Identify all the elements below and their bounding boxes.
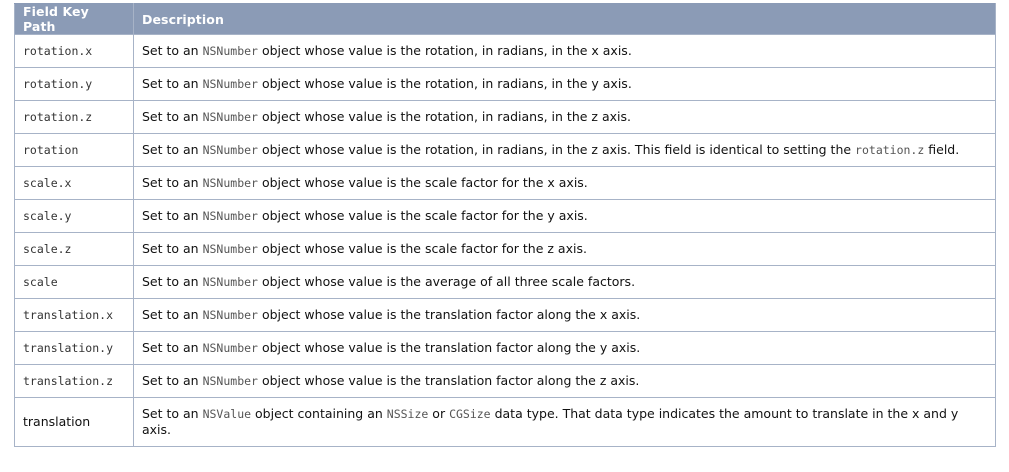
code-type-name: NSNumber bbox=[202, 275, 258, 289]
description-cell: Set to an NSNumber object whose value is… bbox=[133, 166, 996, 200]
description-text: Set to an bbox=[142, 373, 203, 388]
description-cell: Set to an NSNumber object whose value is… bbox=[133, 298, 996, 332]
description-text: field. bbox=[924, 142, 960, 157]
description-text: object whose value is the scale factor f… bbox=[257, 208, 588, 223]
description-text: object whose value is the rotation, in r… bbox=[257, 142, 856, 157]
table-row: rotation.y Set to an NSNumber object who… bbox=[14, 67, 996, 101]
description-cell: Set to an NSNumber object whose value is… bbox=[133, 34, 996, 68]
field-key-path-table-container: Field Key Path Description rotation.x Se… bbox=[14, 3, 996, 447]
code-type-name: NSNumber bbox=[202, 143, 258, 157]
code-key-path: rotation.z bbox=[855, 143, 925, 157]
code-type-name: NSNumber bbox=[202, 44, 258, 58]
code-type-name: NSValue bbox=[202, 407, 252, 421]
table-header: Field Key Path Description bbox=[14, 3, 996, 35]
table-row: translation Set to an NSValue object con… bbox=[14, 397, 996, 447]
table-row: translation.z Set to an NSNumber object … bbox=[14, 364, 996, 398]
table-body: rotation.x Set to an NSNumber object who… bbox=[14, 34, 996, 447]
code-type-name: NSNumber bbox=[202, 374, 258, 388]
code-type-name: NSNumber bbox=[202, 77, 258, 91]
column-header-field-key-path: Field Key Path bbox=[14, 3, 134, 35]
code-type-name: NSNumber bbox=[202, 308, 258, 322]
description-text: object whose value is the rotation, in r… bbox=[257, 76, 632, 91]
description-cell: Set to an NSNumber object whose value is… bbox=[133, 67, 996, 101]
description-cell: Set to an NSNumber object whose value is… bbox=[133, 133, 996, 167]
field-key-path-table: Field Key Path Description rotation.x Se… bbox=[14, 3, 996, 447]
description-text: Set to an bbox=[142, 43, 203, 58]
field-key-path-cell: translation.x bbox=[14, 298, 134, 332]
code-type-name: NSNumber bbox=[202, 176, 258, 190]
description-text: Set to an bbox=[142, 175, 203, 190]
field-key-path-cell: scale.x bbox=[14, 166, 134, 200]
description-cell: Set to an NSNumber object whose value is… bbox=[133, 364, 996, 398]
description-text: Set to an bbox=[142, 142, 203, 157]
description-text: Set to an bbox=[142, 208, 203, 223]
field-key-path-cell: scale.z bbox=[14, 232, 134, 266]
table-row: translation.y Set to an NSNumber object … bbox=[14, 331, 996, 365]
description-text: or bbox=[428, 406, 450, 421]
code-type-name: NSNumber bbox=[202, 242, 258, 256]
table-row: scale.x Set to an NSNumber object whose … bbox=[14, 166, 996, 200]
description-text: object whose value is the scale factor f… bbox=[257, 241, 587, 256]
description-text: object whose value is the translation fa… bbox=[257, 373, 640, 388]
table-row: scale.y Set to an NSNumber object whose … bbox=[14, 199, 996, 233]
description-text: object whose value is the rotation, in r… bbox=[257, 109, 631, 124]
description-text: Set to an bbox=[142, 76, 203, 91]
field-key-path-cell: rotation.x bbox=[14, 34, 134, 68]
field-key-path-cell: rotation.z bbox=[14, 100, 134, 134]
description-text: Set to an bbox=[142, 109, 203, 124]
description-cell: Set to an NSNumber object whose value is… bbox=[133, 232, 996, 266]
description-text: Set to an bbox=[142, 340, 203, 355]
code-type-name: NSNumber bbox=[202, 110, 258, 124]
description-text: Set to an bbox=[142, 307, 203, 322]
description-cell: Set to an NSValue object containing an N… bbox=[133, 397, 996, 447]
description-cell: Set to an NSNumber object whose value is… bbox=[133, 100, 996, 134]
description-text: data type. That data type indicates the … bbox=[142, 406, 959, 437]
column-header-description: Description bbox=[133, 3, 996, 35]
description-text: object containing an bbox=[251, 406, 387, 421]
table-row: rotation Set to an NSNumber object whose… bbox=[14, 133, 996, 167]
field-key-path-cell: rotation.y bbox=[14, 67, 134, 101]
description-cell: Set to an NSNumber object whose value is… bbox=[133, 331, 996, 365]
description-text: object whose value is the rotation, in r… bbox=[257, 43, 632, 58]
description-text: object whose value is the translation fa… bbox=[257, 340, 641, 355]
description-text: object whose value is the scale factor f… bbox=[257, 175, 588, 190]
field-key-path-cell: scale bbox=[14, 265, 134, 299]
field-key-path-cell: translation.y bbox=[14, 331, 134, 365]
code-type-name: NSNumber bbox=[202, 209, 258, 223]
field-key-path-cell: scale.y bbox=[14, 199, 134, 233]
field-key-path-cell: translation.z bbox=[14, 364, 134, 398]
description-text: Set to an bbox=[142, 406, 203, 421]
field-key-path-cell: translation bbox=[14, 397, 134, 447]
description-cell: Set to an NSNumber object whose value is… bbox=[133, 265, 996, 299]
code-type-name: NSSize bbox=[386, 407, 429, 421]
description-text: Set to an bbox=[142, 274, 203, 289]
table-header-row: Field Key Path Description bbox=[14, 3, 996, 35]
description-text: Set to an bbox=[142, 241, 203, 256]
code-type-name: CGSize bbox=[449, 407, 491, 421]
table-row: translation.x Set to an NSNumber object … bbox=[14, 298, 996, 332]
description-text: object whose value is the translation fa… bbox=[257, 307, 641, 322]
table-row: scale.z Set to an NSNumber object whose … bbox=[14, 232, 996, 266]
description-cell: Set to an NSNumber object whose value is… bbox=[133, 199, 996, 233]
code-type-name: NSNumber bbox=[202, 341, 258, 355]
table-row: scale Set to an NSNumber object whose va… bbox=[14, 265, 996, 299]
table-row: rotation.z Set to an NSNumber object who… bbox=[14, 100, 996, 134]
field-key-path-cell: rotation bbox=[14, 133, 134, 167]
table-row: rotation.x Set to an NSNumber object who… bbox=[14, 34, 996, 68]
description-text: object whose value is the average of all… bbox=[257, 274, 636, 289]
